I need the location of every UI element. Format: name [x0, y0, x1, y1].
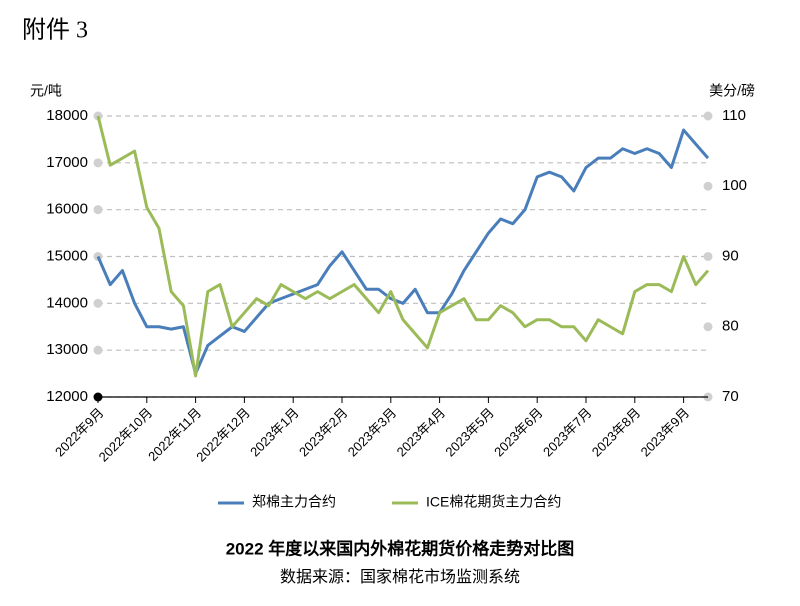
y-tick-mark	[93, 158, 103, 168]
y2-tick-label: 110	[722, 107, 746, 124]
y-tick-label: 17000	[46, 154, 88, 171]
x-tick-label: 2023年2月	[296, 405, 351, 460]
y2-tick-label: 80	[722, 318, 739, 335]
x-tick-label: 2023年8月	[589, 405, 644, 460]
y2-tick-label: 90	[722, 247, 739, 264]
y2-tick-label: 70	[722, 388, 739, 405]
x-tick-label: 2023年1月	[247, 405, 302, 460]
y-tick-label: 14000	[46, 294, 88, 311]
series-line	[96, 128, 710, 376]
y-tick-label: 15000	[46, 247, 88, 264]
y-tick-label: 12000	[46, 388, 88, 405]
y-axis-label: 元/吨	[30, 83, 62, 99]
header: 附件 3	[22, 17, 88, 44]
y-tick-mark	[93, 345, 103, 355]
x-tick-label: 2023年6月	[491, 405, 546, 460]
y-tick-label: 16000	[46, 201, 88, 218]
x-tick-label: 2023年3月	[345, 405, 400, 460]
legend-label: ICE棉花期货主力合约	[426, 494, 561, 510]
y-tick-label: 18000	[46, 107, 88, 124]
y2-tick-mark	[703, 322, 713, 332]
y2-tick-mark	[703, 111, 713, 121]
series-line	[96, 115, 710, 378]
y2-tick-mark	[703, 252, 713, 261]
y-tick-mark	[93, 298, 103, 308]
legend-label: 郑棉主力合约	[252, 494, 336, 510]
x-tick-label: 2023年7月	[540, 405, 595, 460]
x-tick-label: 2023年4月	[394, 405, 449, 460]
y-tick-mark	[93, 205, 103, 215]
y2-axis-label: 美分/磅	[709, 83, 755, 99]
x-tick-label: 2023年9月	[638, 405, 693, 460]
chart-title: 2022 年度以来国内外棉花期货价格走势对比图	[226, 538, 575, 558]
source: 数据来源：国家棉花市场监测系统	[280, 568, 520, 586]
y2-tick-mark	[703, 181, 713, 191]
y-tick-label: 13000	[46, 341, 88, 358]
x-tick-label: 2023年5月	[442, 405, 497, 460]
y2-tick-label: 100	[722, 177, 747, 194]
